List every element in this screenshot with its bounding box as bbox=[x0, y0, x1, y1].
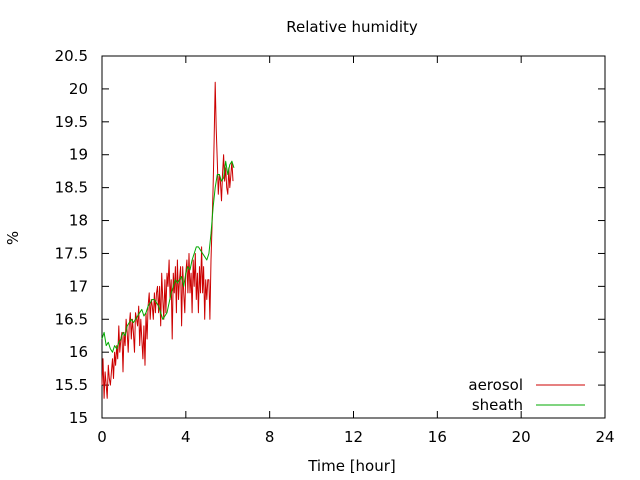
plot-frame bbox=[101, 55, 606, 419]
x-axis-label: Time [hour] bbox=[307, 457, 396, 475]
legend: aerosol sheath bbox=[468, 376, 585, 414]
chart-title: Relative humidity bbox=[286, 18, 418, 36]
y-tick-label: 20 bbox=[69, 80, 88, 98]
x-tick-label: 16 bbox=[428, 428, 447, 446]
y-tick-label: 20.5 bbox=[55, 47, 88, 65]
x-tick-label: 0 bbox=[97, 428, 107, 446]
y-tick-label: 17.5 bbox=[55, 244, 88, 262]
y-tick-label: 16 bbox=[69, 343, 88, 361]
y-tick-label: 19 bbox=[69, 146, 88, 164]
x-tick-label: 20 bbox=[512, 428, 531, 446]
series-line-sheath bbox=[101, 160, 235, 353]
x-tick-label: 24 bbox=[595, 428, 614, 446]
y-tick-label: 18.5 bbox=[55, 179, 88, 197]
series-line-aerosol bbox=[101, 81, 234, 399]
axis-ticks: 0 4 8 12 16 20 24 15 15.5 16 16.5 17 17.5 18 18.5 19 19.… bbox=[55, 47, 615, 446]
x-tick-label: 8 bbox=[265, 428, 275, 446]
y-tick-label: 16.5 bbox=[55, 310, 88, 328]
y-tick-label: 19.5 bbox=[55, 113, 88, 131]
series-lines bbox=[101, 81, 235, 399]
x-tick-label: 4 bbox=[181, 428, 191, 446]
y-tick-label: 18 bbox=[69, 212, 88, 230]
y-tick-label: 15 bbox=[69, 409, 88, 427]
y-tick-label: 15.5 bbox=[55, 376, 88, 394]
y-axis-label: % bbox=[4, 231, 22, 245]
y-tick-label: 17 bbox=[69, 277, 88, 295]
x-tick-label: 12 bbox=[344, 428, 363, 446]
legend-label-sheath: sheath bbox=[472, 396, 523, 414]
legend-label-aerosol: aerosol bbox=[468, 376, 523, 394]
